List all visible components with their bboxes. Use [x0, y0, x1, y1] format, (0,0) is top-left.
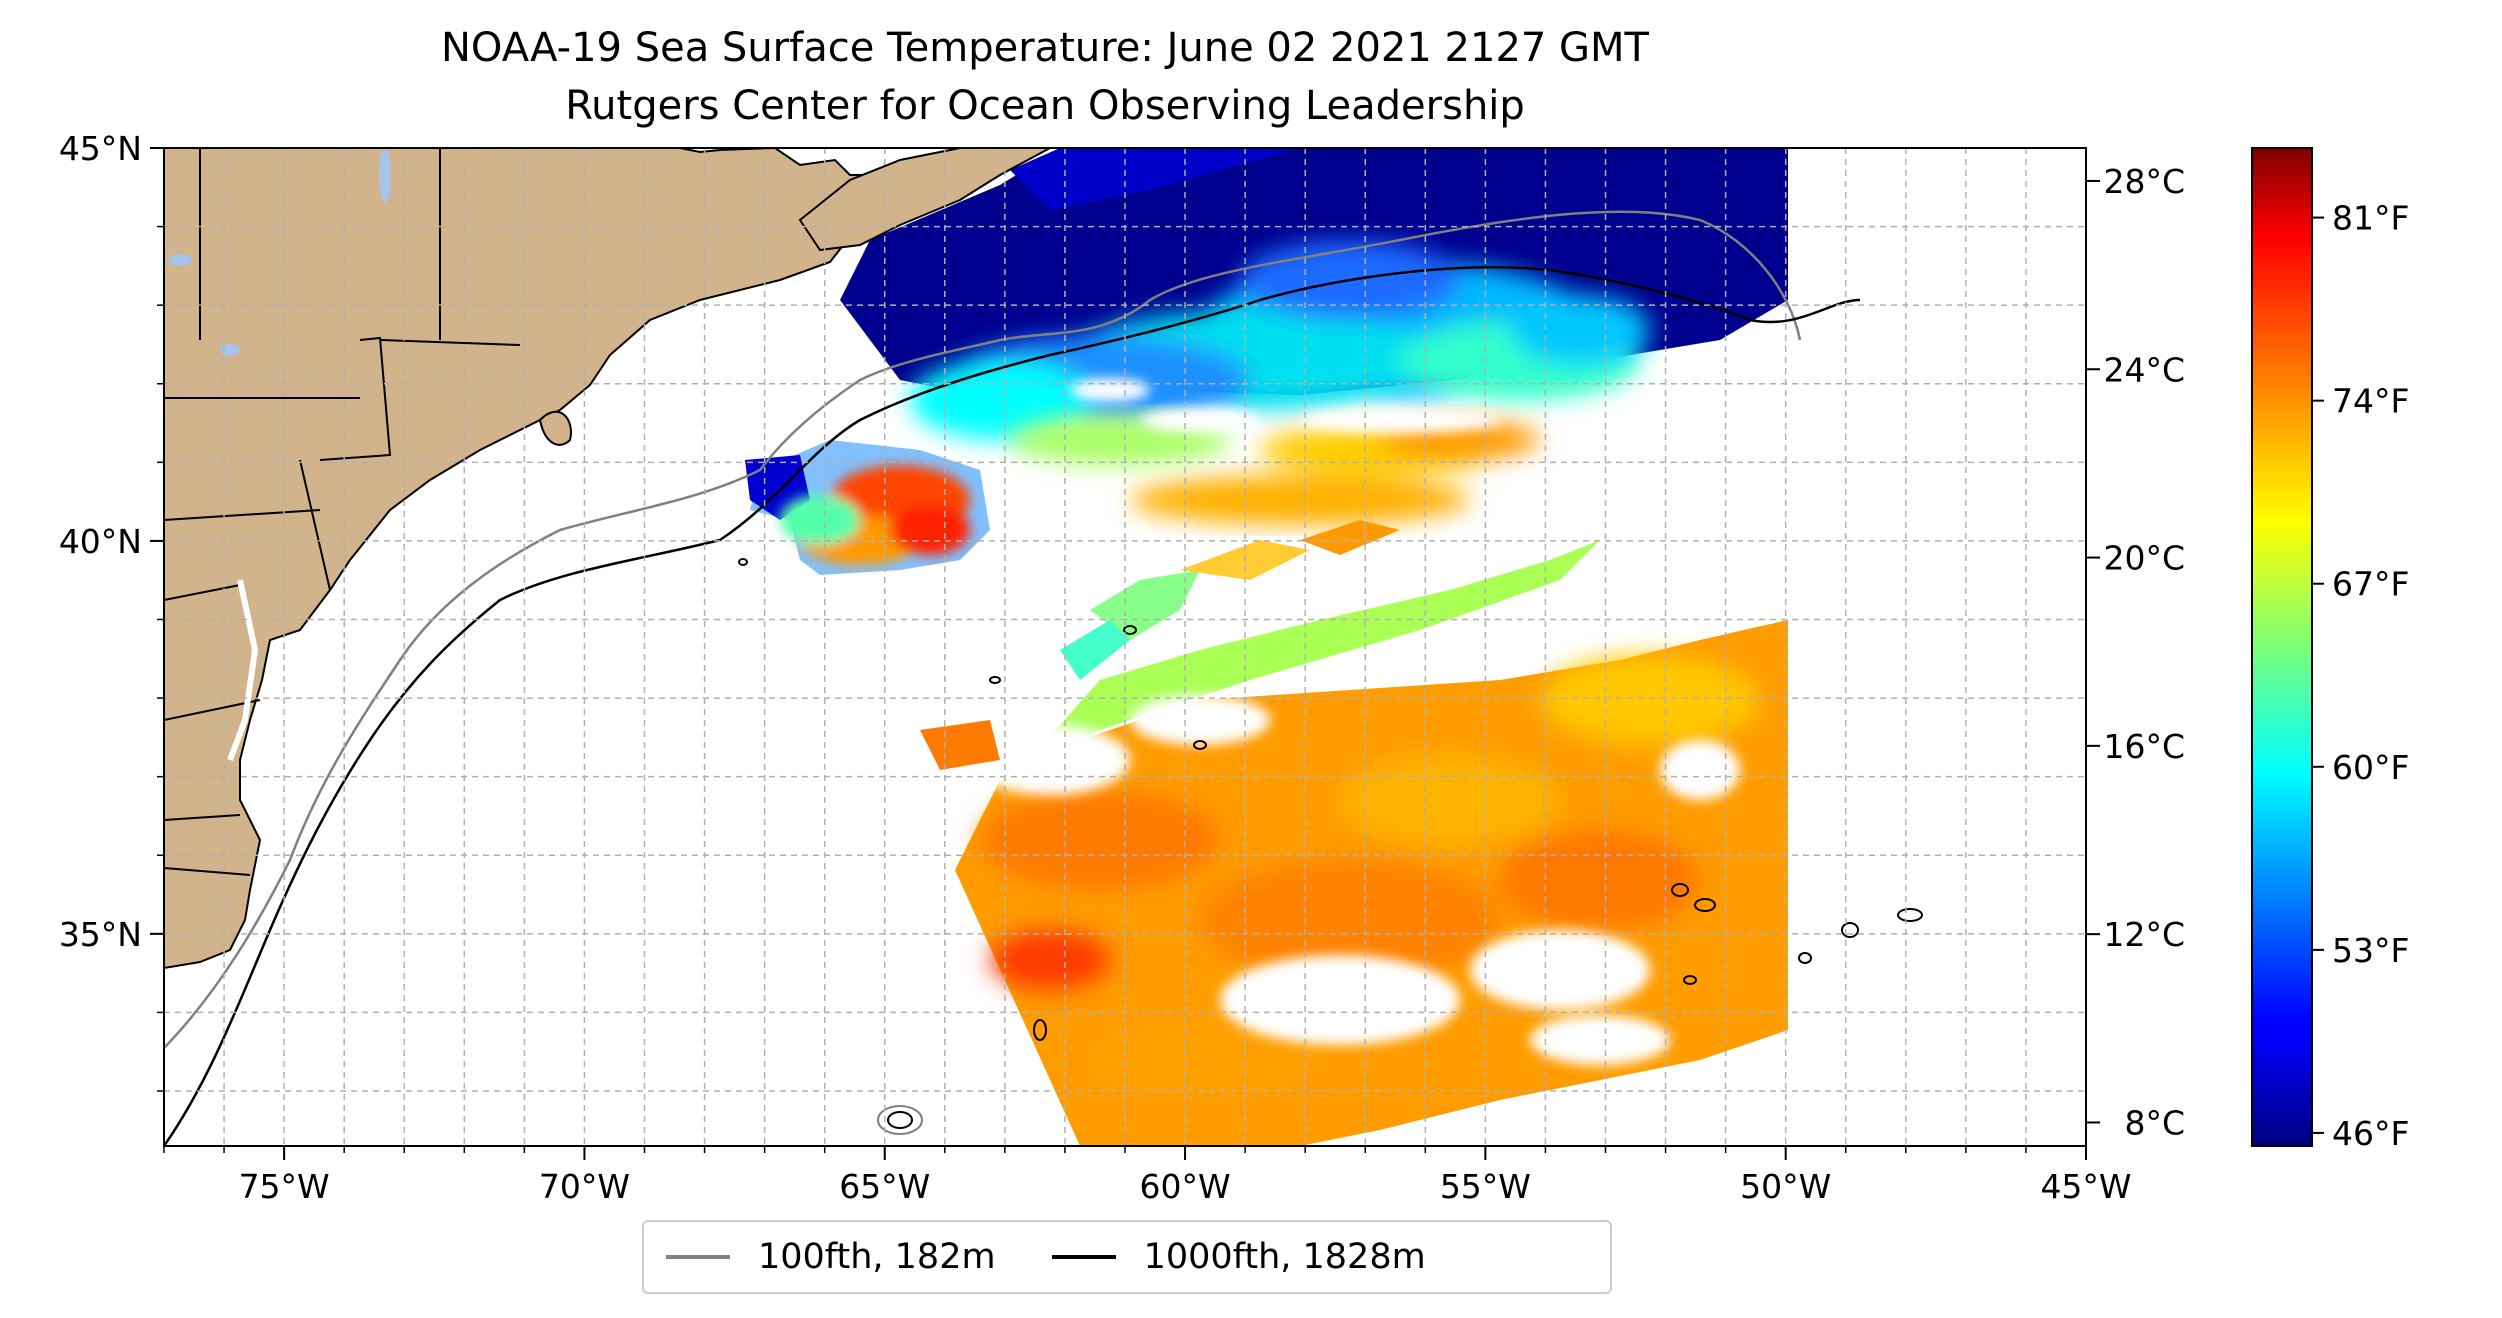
celsius-tick-label: 24°C: [2103, 350, 2185, 389]
fahrenheit-tick-label: 81°F: [2332, 199, 2409, 238]
map-area: [164, 148, 2086, 1146]
legend-label-100fth: 100fth, 182m: [758, 1237, 996, 1277]
lake-icon: [379, 148, 391, 203]
y-tick-label: 35°N: [59, 915, 142, 954]
celsius-tick-label: 12°C: [2103, 915, 2185, 954]
fahrenheit-tick-label: 46°F: [2332, 1114, 2409, 1153]
colorbar: 8°C 12°C 16°C 20°C 24°C 28°C 46°F 53°F 60°F 67°F 7…: [2086, 147, 2409, 1153]
map-axis-ticks: 75°W 70°W 65°W 60°W 55°W 50°W 45°W 45°N 40°N 35°N: [59, 129, 2132, 1206]
x-tick-label: 50°W: [1740, 1167, 1831, 1206]
celsius-tick-label: 16°C: [2103, 727, 2185, 766]
isobath-legend: 100fth, 182m 1000fth, 1828m: [642, 1220, 1612, 1294]
sst-cold-region-2: [1010, 148, 1300, 210]
figure-title-line2: Rutgers Center for Ocean Observing Leade…: [565, 83, 1525, 129]
fahrenheit-tick-label: 74°F: [2332, 382, 2409, 421]
cape-cod: [538, 410, 572, 446]
map-gridlines: [164, 148, 2086, 1146]
legend-line-gray: [666, 1255, 730, 1259]
celsius-tick-label: 28°C: [2103, 162, 2185, 201]
fahrenheit-tick-label: 53°F: [2332, 931, 2409, 970]
state-borders: [164, 148, 521, 876]
legend-line-black: [1051, 1255, 1116, 1259]
y-tick-label: 45°N: [59, 129, 142, 168]
sst-raster: [745, 148, 1788, 1146]
chesapeake-bay: [227, 579, 259, 762]
x-tick-label: 75°W: [239, 1167, 330, 1206]
fahrenheit-tick-label: 67°F: [2332, 565, 2409, 604]
colorbar-gradient: [2251, 147, 2313, 1147]
sst-warm-variation: [980, 655, 1760, 1100]
sst-transition: [1020, 540, 1600, 770]
figure-title-line1: NOAA-19 Sea Surface Temperature: June 02…: [440, 25, 1649, 71]
celsius-tick-label: 20°C: [2103, 539, 2185, 578]
y-tick-label: 40°N: [59, 522, 142, 561]
sst-eddy-band: [910, 240, 1650, 440]
x-tick-label: 55°W: [1440, 1167, 1531, 1206]
legend-item-100fth: 100fth, 182m: [666, 1237, 996, 1277]
lake-icon-2: [220, 344, 240, 356]
legend-label-1000fth: 1000fth, 1828m: [1143, 1237, 1426, 1277]
x-tick-label: 70°W: [539, 1167, 630, 1206]
nova-scotia-land: [798, 148, 1051, 252]
x-tick-label: 60°W: [1140, 1167, 1231, 1206]
sst-ring: [780, 465, 970, 565]
colorbar-ticks: 8°C 12°C 16°C 20°C 24°C 28°C 46°F 53°F 60°F 67°F 7…: [2086, 162, 2409, 1153]
x-tick-label: 65°W: [839, 1167, 930, 1206]
fahrenheit-tick-label: 60°F: [2332, 748, 2409, 787]
isobath-100fth: [164, 210, 1802, 1049]
lake-icon-3: [168, 254, 192, 266]
isobath-1000fth: [164, 266, 1861, 1146]
celsius-tick-label: 8°C: [2124, 1103, 2185, 1142]
x-tick-label: 45°W: [2040, 1167, 2131, 1206]
land-masses: [164, 148, 1051, 970]
legend-item-1000fth: 1000fth, 1828m: [1051, 1237, 1426, 1277]
seamount-contours: [738, 558, 1923, 1135]
